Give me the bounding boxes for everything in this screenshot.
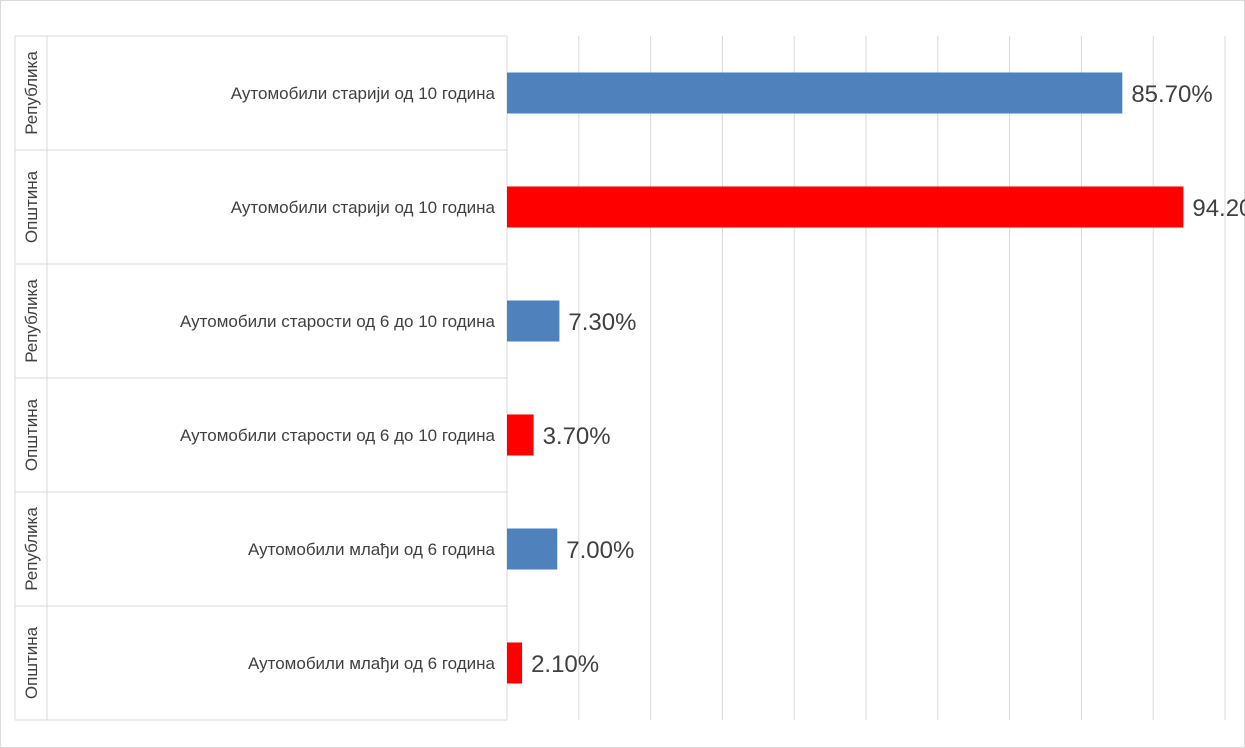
group-label: Општина (22, 626, 41, 699)
data-labels: 85.70% 94.20% 7.30% 3.70% 7.00% 2.10% (531, 81, 1245, 678)
category-label: Аутомобили млађи од 6 година (248, 654, 496, 673)
bar (507, 72, 1123, 114)
bars (507, 72, 1184, 684)
bar (507, 186, 1184, 228)
group-label: Република (22, 507, 41, 591)
data-label: 3.70% (543, 423, 611, 450)
group-label: Република (22, 279, 41, 363)
data-label: 85.70% (1131, 81, 1212, 108)
category-label: Аутомобили старији од 10 година (231, 198, 496, 217)
bar (507, 414, 534, 456)
bar (507, 642, 523, 684)
category-label: Аутомобили млађи од 6 година (248, 540, 496, 559)
category-label: Аутомобили старости од 6 до 10 година (180, 426, 496, 445)
group-label: Општина (22, 170, 41, 243)
category-axis: Република Аутомобили старији од 10 година… (14, 35, 508, 721)
group-label: Република (22, 51, 41, 135)
group-label: Општина (22, 398, 41, 471)
data-label: 2.10% (531, 651, 599, 678)
data-label: 7.30% (568, 309, 636, 336)
data-label: 94.20% (1192, 195, 1245, 222)
category-label: Аутомобили старости од 6 до 10 година (180, 312, 496, 331)
bar (507, 528, 558, 570)
category-label: Аутомобили старији од 10 година (231, 84, 496, 103)
bar (507, 300, 560, 342)
data-label: 7.00% (566, 537, 634, 564)
